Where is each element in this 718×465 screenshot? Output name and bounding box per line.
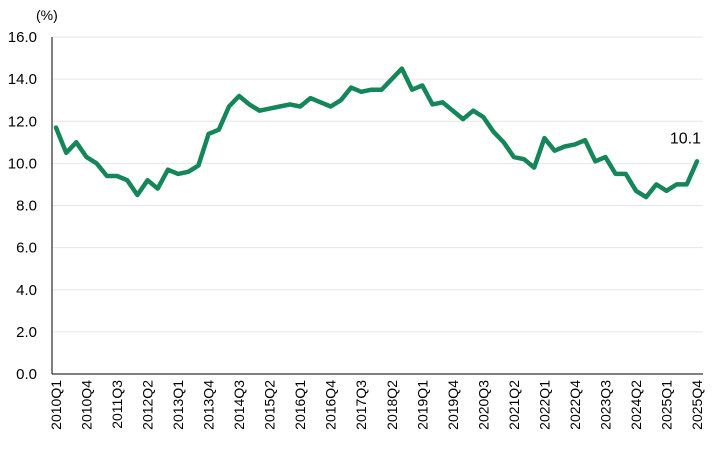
y-tick-label: 4.0 bbox=[16, 282, 37, 299]
x-tick-label: 2013Q4 bbox=[201, 380, 217, 430]
x-tick-label: 2013Q1 bbox=[170, 380, 186, 430]
data-label: 10.1 bbox=[670, 130, 701, 147]
x-tick-label: 2010Q1 bbox=[48, 380, 64, 430]
x-tick-label: 2012Q2 bbox=[140, 380, 156, 430]
series-line-rate bbox=[53, 66, 700, 200]
axes bbox=[51, 37, 703, 375]
y-tick-label: 2.0 bbox=[16, 324, 37, 341]
y-tick-label: 6.0 bbox=[16, 240, 37, 257]
x-tick-label: 2025Q1 bbox=[658, 380, 674, 430]
x-tick-label: 2019Q4 bbox=[445, 380, 461, 430]
x-tick-label: 2021Q2 bbox=[506, 380, 522, 430]
x-tick-label: 2023Q3 bbox=[597, 380, 613, 430]
y-tick-label: 14.0 bbox=[8, 71, 37, 88]
gridlines bbox=[52, 36, 703, 333]
x-tick-labels: 2010Q1 2010Q4 2011Q3 2012Q2 2013Q1 2013Q4 2014… bbox=[48, 380, 705, 430]
y-tick-labels: 0.0 2.0 4.0 6.0 8.0 10.0 12.0 14.0 16.0 bbox=[8, 29, 37, 383]
annotations: 10.1 bbox=[670, 130, 701, 147]
x-tick-label: 2011Q3 bbox=[109, 380, 125, 429]
x-tick-label: 2022Q1 bbox=[536, 380, 552, 430]
x-tick-label: 2022Q4 bbox=[567, 380, 583, 430]
x-tick-label: 2017Q3 bbox=[353, 380, 369, 430]
y-tick-label: 8.0 bbox=[16, 198, 37, 215]
x-tick-label: 2016Q1 bbox=[292, 380, 308, 430]
series-lines bbox=[53, 66, 700, 200]
x-tick-label: 2015Q2 bbox=[262, 380, 278, 430]
y-tick-label: 12.0 bbox=[8, 113, 37, 130]
x-tick-label: 2016Q4 bbox=[323, 380, 339, 430]
x-tick-label: 2018Q2 bbox=[384, 380, 400, 430]
x-tick-label: 2020Q3 bbox=[475, 380, 491, 430]
y-tick-label: 16.0 bbox=[8, 29, 37, 46]
x-tick-label: 2025Q4 bbox=[689, 380, 705, 430]
x-tick-label: 2019Q1 bbox=[414, 380, 430, 430]
y-tick-label: 0.0 bbox=[16, 366, 37, 383]
x-tick-label: 2024Q2 bbox=[628, 380, 644, 430]
x-tick-label: 2014Q3 bbox=[231, 380, 247, 430]
y-axis-unit-label: (%) bbox=[36, 7, 58, 23]
x-tick-label: 2010Q4 bbox=[79, 380, 95, 430]
y-tick-label: 10.0 bbox=[8, 155, 37, 172]
